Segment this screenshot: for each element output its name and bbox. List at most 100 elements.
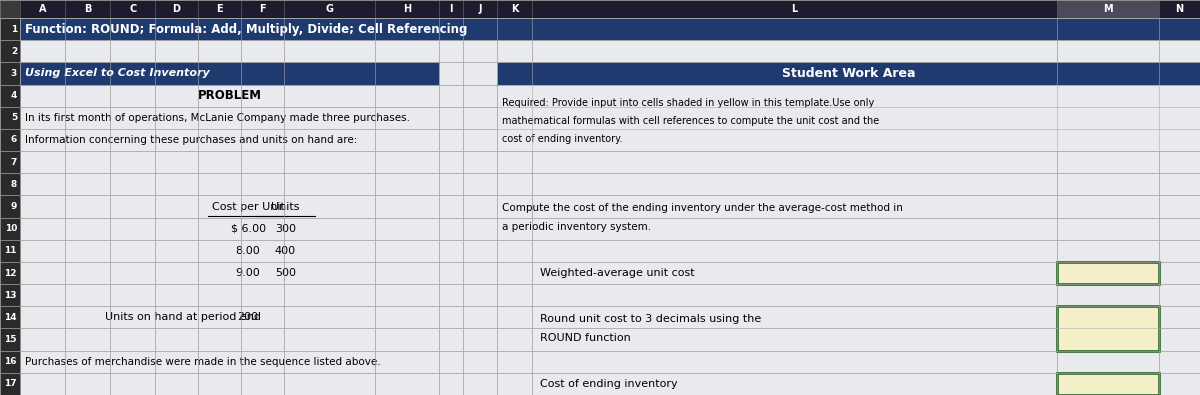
Bar [198,173,241,196]
Bar [20,329,65,351]
Bar [241,329,284,351]
Bar [439,18,1200,395]
Bar [1057,218,1159,240]
Bar [155,85,198,107]
Text: 12: 12 [5,269,17,278]
Text: F: F [259,4,265,14]
Text: 7: 7 [11,158,17,167]
Bar [110,151,155,173]
Bar [532,0,1057,18]
Bar [198,107,241,129]
Bar [0,62,20,85]
Bar [1057,173,1159,196]
Bar [376,218,439,240]
Bar [284,107,376,129]
Bar [439,62,463,85]
Bar [1159,218,1200,240]
Bar [532,151,1057,173]
Bar [110,196,155,218]
Text: Information concerning these purchases and units on hand are:: Information concerning these purchases a… [25,135,358,145]
Bar [1159,40,1200,62]
Bar [284,151,376,173]
Bar [284,85,376,107]
Bar [497,85,532,107]
Bar [241,129,284,151]
Bar [198,62,241,85]
Bar [0,173,20,196]
Bar [110,40,155,62]
Bar [155,62,198,85]
Text: Compute the cost of the ending inventory under the average-cost method in: Compute the cost of the ending inventory… [503,203,904,213]
Bar [155,373,198,395]
Bar [0,240,20,262]
Bar [1159,129,1200,151]
Bar [439,40,463,62]
Bar [1057,196,1159,218]
Text: C: C [130,4,137,14]
Bar [497,262,532,284]
Bar [439,373,463,395]
Bar [0,306,20,329]
Bar [376,306,439,329]
Bar [376,329,439,351]
Text: cost of ending inventory.: cost of ending inventory. [503,134,623,144]
Text: Required: Provide input into cells shaded in yellow in this template.Use only: Required: Provide input into cells shade… [503,98,875,108]
Text: 17: 17 [5,380,17,388]
Bar [65,0,110,18]
Bar [1057,306,1159,329]
Bar [198,329,241,351]
Bar [439,151,463,173]
Bar [241,151,284,173]
Bar [241,373,284,395]
Bar [65,351,110,373]
Bar [110,306,155,329]
Bar [439,0,463,18]
Text: B: B [84,4,91,14]
Bar [463,85,497,107]
Bar [376,173,439,196]
Bar [532,196,1057,218]
Bar [284,240,376,262]
Bar [376,284,439,306]
Bar [241,262,284,284]
Bar [241,284,284,306]
Bar [20,196,65,218]
Bar [463,218,497,240]
Bar [65,85,110,107]
Bar [1057,306,1159,351]
Bar [0,129,20,151]
Text: 9: 9 [11,202,17,211]
Text: A: A [38,4,47,14]
Bar [497,62,1200,85]
Bar [241,218,284,240]
Bar [0,196,20,218]
Bar [110,351,155,373]
Text: 400: 400 [275,246,296,256]
Bar [532,18,1057,40]
Bar [198,262,241,284]
Text: E: E [216,4,223,14]
Bar [241,0,284,18]
Bar [439,173,463,196]
Bar [1057,129,1159,151]
Bar [284,40,376,62]
Text: 6: 6 [11,135,17,145]
Bar [284,173,376,196]
Bar [198,196,241,218]
Bar [497,173,532,196]
Bar [155,329,198,351]
Bar [1159,240,1200,262]
Bar [497,306,532,329]
Text: 500: 500 [275,268,295,278]
Bar [284,62,376,85]
Bar [376,262,439,284]
Bar [532,173,1057,196]
Bar [241,351,284,373]
Bar [497,240,532,262]
Bar [198,240,241,262]
Bar [155,40,198,62]
Bar [155,240,198,262]
Bar [65,129,110,151]
Bar [463,173,497,196]
Bar [198,129,241,151]
